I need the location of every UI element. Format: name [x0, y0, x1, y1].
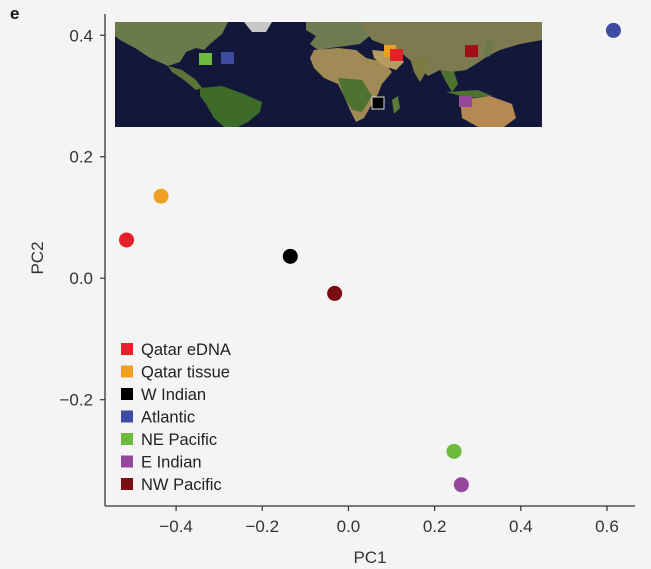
south-america-landmass — [200, 86, 262, 127]
y-tick-label: 0.0 — [69, 269, 93, 288]
legend-label: NE Pacific — [141, 431, 217, 449]
point-nw-pacific — [327, 285, 343, 301]
legend-swatch-atlantic — [121, 410, 133, 423]
legend-swatch-qatar-tissue — [121, 365, 133, 378]
y-tick-label: −0.2 — [59, 391, 93, 410]
x-tick-label: 0.6 — [595, 517, 619, 536]
map-marker-nw-pacific — [465, 45, 478, 57]
north-america-landmass — [115, 22, 228, 66]
legend-label: Atlantic — [141, 409, 195, 427]
data-points — [119, 22, 621, 493]
legend-label: NW Pacific — [141, 476, 222, 494]
x-tick-label: −0.2 — [245, 517, 279, 536]
point-e-indian — [453, 477, 469, 493]
central-america-landmass — [168, 66, 202, 90]
legend: Qatar eDNA Qatar tissue W Indian Atlantic NE… — [121, 341, 231, 494]
x-axis-title: PC1 — [353, 548, 386, 567]
x-axis-ticks: −0.4 −0.2 0.0 0.2 0.4 0.6 — [159, 506, 619, 536]
central-africa-forest — [338, 78, 372, 112]
legend-label: Qatar eDNA — [141, 341, 231, 359]
indonesia-landmass — [446, 90, 492, 98]
x-tick-label: 0.0 — [337, 517, 361, 536]
asia-landmass — [360, 22, 542, 76]
map-marker-qatar-edna — [390, 49, 403, 61]
point-ne-pacific — [446, 443, 462, 459]
legend-swatch-w-indian — [121, 388, 133, 400]
legend-swatch-nw-pacific — [121, 478, 133, 490]
inset-world-map — [115, 22, 542, 127]
greenland-landmass — [244, 22, 272, 32]
legend-swatch-e-indian — [121, 455, 133, 468]
map-marker-e-indian — [459, 96, 472, 107]
map-marker-ne-pacific — [199, 53, 212, 65]
japan-landmass — [484, 40, 494, 58]
map-marker-atlantic — [221, 52, 234, 64]
legend-swatch-ne-pacific — [121, 433, 133, 445]
point-atlantic — [605, 22, 621, 38]
y-tick-label: 0.2 — [69, 148, 93, 167]
legend-label: W Indian — [141, 386, 206, 404]
plot-frame — [104, 14, 635, 507]
x-tick-label: 0.4 — [509, 517, 533, 536]
point-qatar-tissue — [153, 188, 169, 204]
legend-label: E Indian — [141, 454, 202, 472]
y-axis-title: PC2 — [28, 241, 47, 274]
point-qatar-edna — [119, 232, 135, 248]
southeast-asia-landmass — [440, 70, 458, 92]
x-tick-label: −0.4 — [159, 517, 193, 536]
europe-landmass — [306, 22, 372, 50]
map-marker-w-indian — [371, 96, 385, 110]
x-tick-label: 0.2 — [423, 517, 447, 536]
india-landmass — [410, 58, 428, 82]
legend-label: Qatar tissue — [141, 364, 230, 382]
y-tick-label: 0.4 — [69, 26, 93, 45]
point-w-indian — [282, 248, 298, 264]
y-axis-ticks: −0.2 0.0 0.2 0.4 — [59, 26, 105, 410]
australia-landmass — [460, 96, 516, 127]
madagascar-landmass — [392, 96, 400, 114]
legend-swatch-qatar-edna — [121, 343, 133, 355]
panel-label: e — [10, 4, 20, 23]
